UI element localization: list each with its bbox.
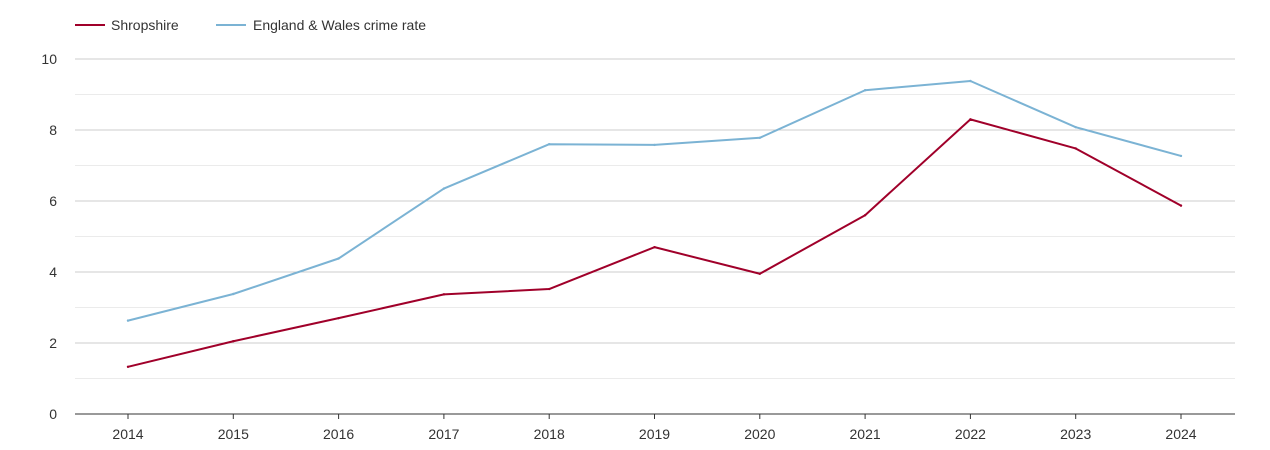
series-line-shropshire [127,118,1182,368]
series-group [126,79,1183,368]
data-point-shropshire [442,293,446,296]
data-point-england-wales-crime-rate [969,79,972,83]
data-point-england-wales-crime-rate [758,136,761,140]
data-point-england-wales-crime-rate [548,143,551,146]
y-tick-label: 4 [49,264,57,280]
y-axis: 0 2 4 6 8 10 [41,51,57,422]
data-point-shropshire [1179,204,1183,207]
data-point-shropshire [653,245,656,249]
x-tick-label: 2020 [744,426,775,442]
x-tick-label: 2017 [428,426,459,442]
legend-label: Shropshire [111,17,179,33]
data-point-shropshire [337,316,340,320]
x-tick-label: 2018 [534,426,565,442]
legend: Shropshire England & Wales crime rate [75,17,426,33]
y-tick-label: 10 [41,51,57,67]
gridlines [75,58,1235,379]
x-tick-label: 2016 [323,426,354,442]
data-point-england-wales-crime-rate [442,187,446,190]
x-tick-label: 2022 [955,426,986,442]
x-tick-label: 2014 [112,426,143,442]
x-tick-label: 2015 [218,426,249,442]
data-point-england-wales-crime-rate [1074,125,1077,129]
x-tick-label: 2021 [850,426,881,442]
y-tick-label: 8 [49,122,57,138]
data-point-england-wales-crime-rate [232,292,235,296]
y-tick-label: 0 [49,406,57,422]
data-point-shropshire [758,272,761,275]
y-tick-label: 2 [49,335,57,351]
data-point-england-wales-crime-rate [653,143,656,147]
x-tick-label: 2019 [639,426,670,442]
x-tick-label: 2023 [1060,426,1091,442]
legend-label: England & Wales crime rate [253,17,426,33]
data-point-england-wales-crime-rate [863,89,867,92]
data-point-england-wales-crime-rate [1179,154,1183,158]
data-point-shropshire [863,214,867,217]
data-point-england-wales-crime-rate [126,319,130,322]
data-point-shropshire [126,365,130,368]
data-point-shropshire [1074,147,1077,150]
data-point-shropshire [969,118,972,121]
x-axis: 2014 2015 2016 2017 2018 2019 2020 2021 2022 2023… [75,413,1235,442]
data-point-england-wales-crime-rate [337,257,340,260]
data-point-shropshire [548,287,551,291]
x-tick-label: 2024 [1165,426,1196,442]
data-point-shropshire [232,340,235,343]
y-tick-label: 6 [49,193,57,209]
